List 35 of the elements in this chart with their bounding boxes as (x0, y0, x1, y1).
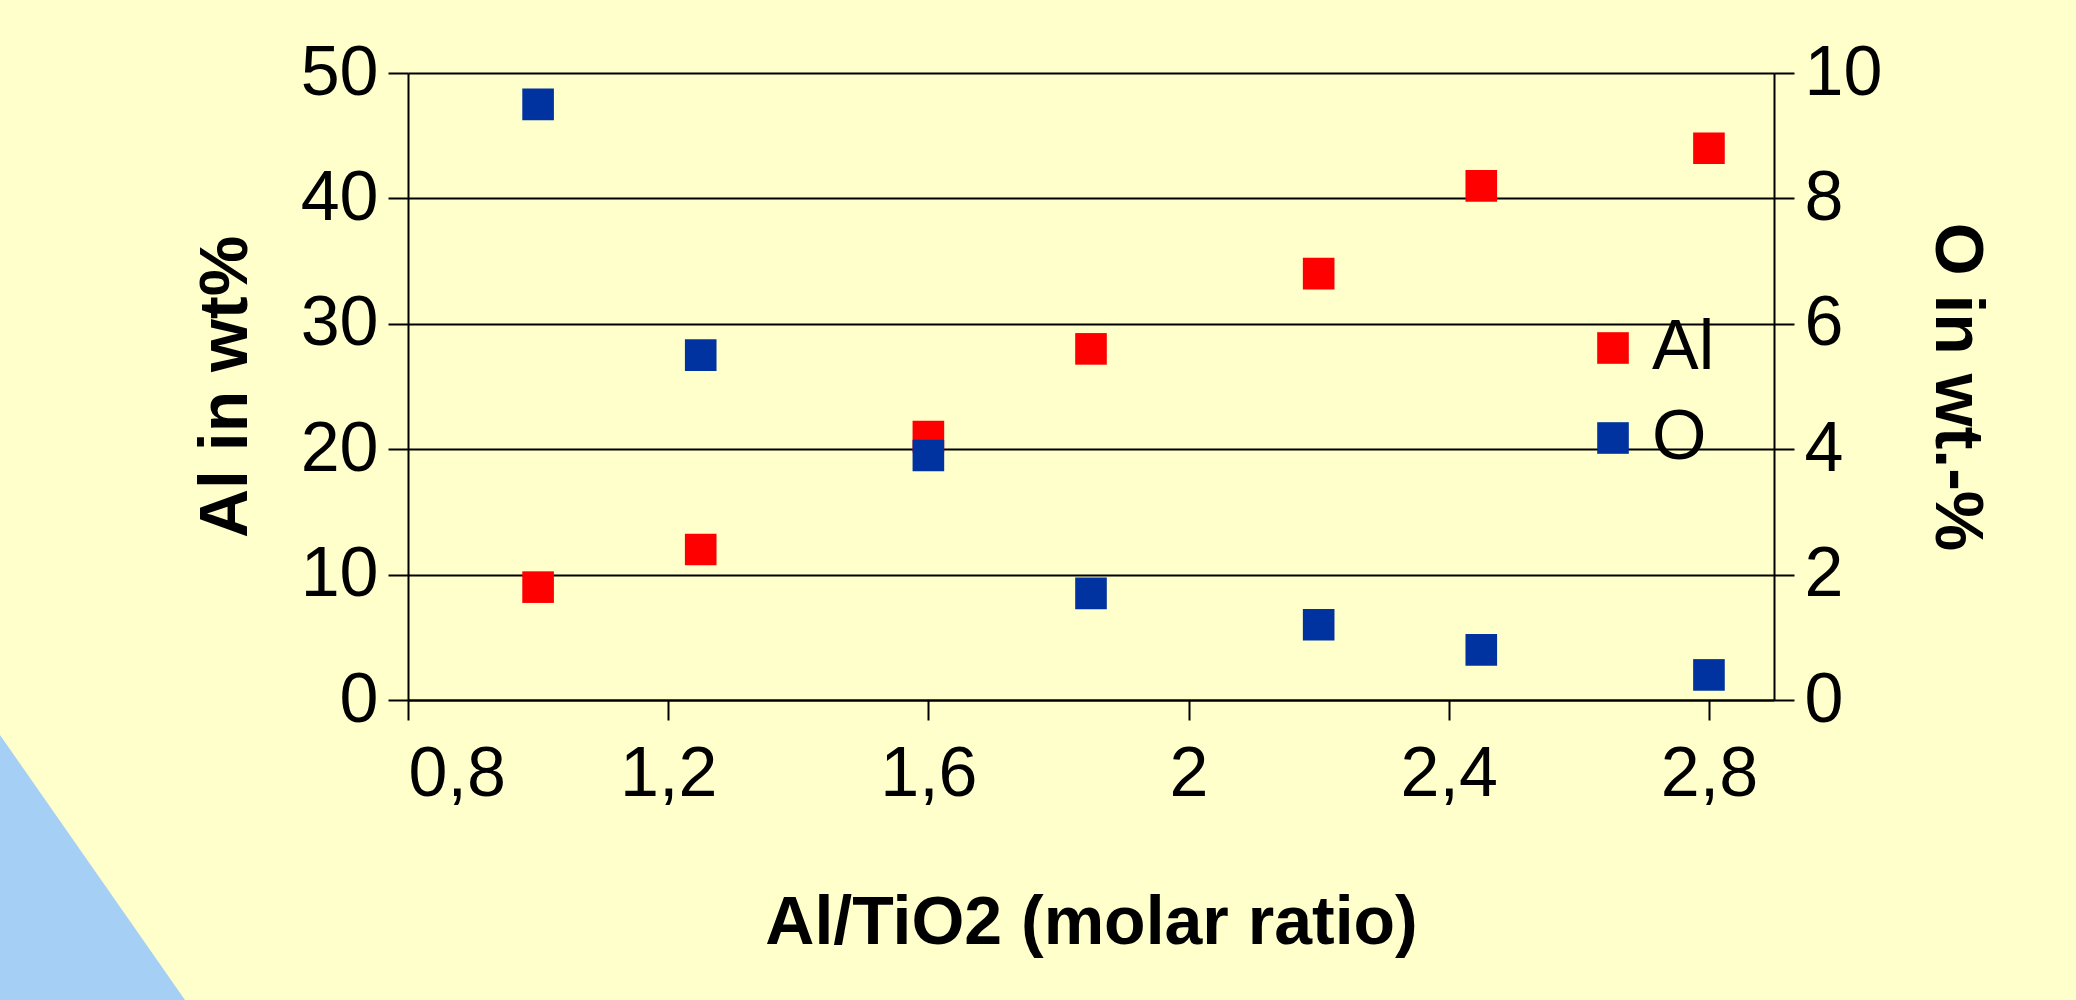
y2-tick-label: 6 (1804, 282, 1844, 361)
y-tick-label: 40 (300, 156, 379, 235)
x-tick-label: 0,8 (408, 732, 506, 811)
y-tick-label: 50 (300, 31, 379, 110)
point (1465, 170, 1498, 202)
legend-label: Al (1652, 306, 1715, 384)
point (1693, 659, 1725, 691)
point (1302, 608, 1335, 641)
x-tick-label: 1,6 (880, 732, 978, 811)
point (684, 339, 717, 371)
point (684, 533, 717, 566)
y-tick-label: 20 (300, 407, 379, 486)
x-tick-label: 2,4 (1400, 732, 1498, 811)
y-axis-title: Al in wt% (184, 235, 261, 539)
y2-tick-label: 4 (1804, 407, 1844, 486)
point (912, 439, 945, 472)
point (522, 571, 554, 603)
y2-axis-title: O in wt.-% (1922, 222, 1999, 552)
point (1693, 132, 1725, 165)
x-tick-label: 2 (1169, 732, 1209, 811)
point (1302, 257, 1335, 290)
y2-tick-label: 10 (1804, 31, 1883, 110)
y2-tick-label: 0 (1804, 658, 1844, 737)
point (1465, 634, 1498, 666)
y-tick-label: 10 (300, 533, 379, 612)
y2-tick-label: 2 (1804, 533, 1844, 612)
y-tick-label: 0 (339, 658, 379, 737)
point (1075, 333, 1107, 365)
x-tick-label: 1,2 (620, 732, 718, 811)
point (522, 88, 554, 121)
point (1075, 577, 1107, 610)
y-tick-label: 30 (300, 282, 379, 361)
y2-tick-label: 8 (1804, 156, 1844, 235)
x-axis-title: Al/TiO2 (molar ratio) (765, 881, 1418, 958)
x-tick-label: 2,8 (1660, 732, 1759, 811)
